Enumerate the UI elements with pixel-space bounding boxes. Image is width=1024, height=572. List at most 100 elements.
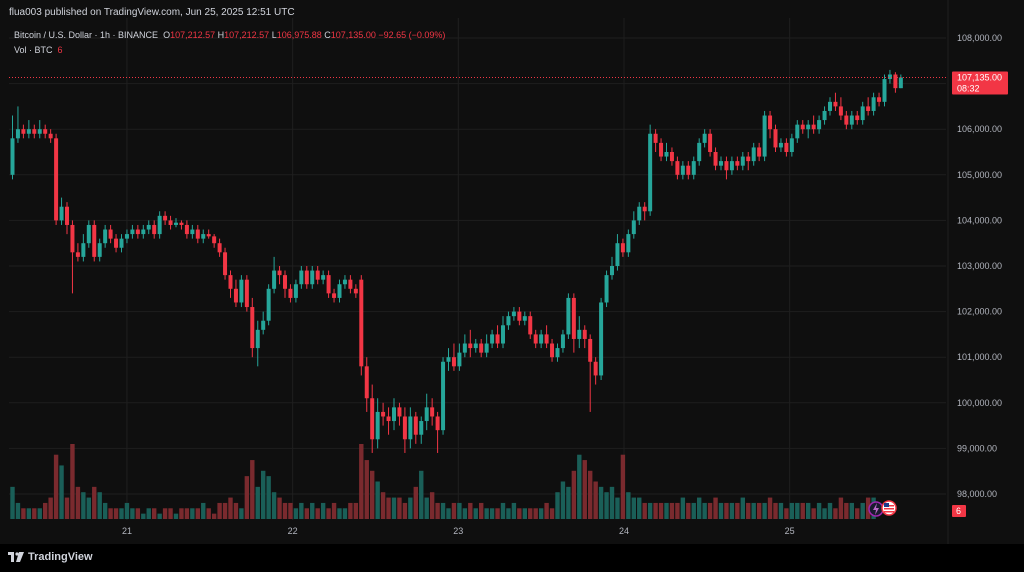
candle[interactable]	[713, 147, 718, 171]
candle[interactable]	[54, 133, 59, 225]
candle[interactable]	[315, 266, 320, 285]
candle[interactable]	[48, 129, 53, 143]
event-icons[interactable]	[868, 500, 897, 517]
candle[interactable]	[659, 138, 664, 162]
candle[interactable]	[353, 284, 358, 298]
candle[interactable]	[397, 402, 402, 426]
candle[interactable]	[168, 215, 173, 230]
candle[interactable]	[32, 124, 37, 139]
candle[interactable]	[217, 238, 222, 257]
candle[interactable]	[871, 92, 876, 116]
candle[interactable]	[789, 133, 794, 157]
candle[interactable]	[855, 110, 860, 125]
candle[interactable]	[784, 138, 789, 157]
candle[interactable]	[206, 229, 211, 239]
candle[interactable]	[195, 224, 200, 244]
candle[interactable]	[550, 338, 555, 362]
candle[interactable]	[283, 270, 287, 298]
candle[interactable]	[844, 110, 849, 130]
candle[interactable]	[653, 129, 658, 152]
candle[interactable]	[544, 325, 549, 349]
candle[interactable]	[446, 348, 451, 371]
candle[interactable]	[70, 220, 75, 294]
candle[interactable]	[255, 320, 260, 367]
candles[interactable]	[10, 69, 903, 453]
candle[interactable]	[506, 311, 511, 330]
candle[interactable]	[740, 152, 745, 171]
candle[interactable]	[768, 110, 773, 139]
candle[interactable]	[342, 275, 347, 289]
candle[interactable]	[392, 398, 396, 431]
candle[interactable]	[511, 307, 516, 321]
candle[interactable]	[86, 220, 91, 248]
candle[interactable]	[729, 156, 734, 175]
candle[interactable]	[288, 284, 293, 303]
candle[interactable]	[223, 247, 228, 280]
candle[interactable]	[686, 161, 691, 180]
candle[interactable]	[866, 97, 871, 116]
candle[interactable]	[637, 202, 642, 225]
candle[interactable]	[828, 97, 832, 116]
candle[interactable]	[59, 197, 64, 225]
candle[interactable]	[560, 329, 565, 353]
candle[interactable]	[484, 334, 489, 358]
candle[interactable]	[239, 275, 244, 308]
candle[interactable]	[615, 234, 620, 271]
candle[interactable]	[795, 120, 800, 143]
candle[interactable]	[457, 343, 462, 371]
time-axis[interactable]: 21 22 23 24 25	[122, 526, 795, 536]
candle[interactable]	[719, 156, 723, 171]
candle[interactable]	[10, 115, 15, 180]
candle[interactable]	[462, 334, 467, 358]
volume-label[interactable]: Vol · BTC	[14, 45, 53, 55]
candle[interactable]	[348, 275, 353, 294]
candle[interactable]	[571, 293, 576, 353]
candle[interactable]	[92, 220, 97, 262]
candle[interactable]	[174, 218, 178, 228]
candle[interactable]	[441, 357, 446, 435]
candle[interactable]	[577, 316, 582, 349]
candle[interactable]	[179, 220, 184, 230]
candle[interactable]	[261, 311, 266, 335]
candle[interactable]	[212, 234, 217, 248]
candlestick-chart[interactable]: 108,000.00107,000.00106,000.00105,000.00…	[0, 0, 1024, 544]
candle[interactable]	[419, 416, 424, 444]
candle[interactable]	[103, 224, 108, 248]
candle[interactable]	[604, 270, 609, 308]
candle[interactable]	[517, 307, 522, 326]
candle[interactable]	[146, 220, 151, 235]
candle[interactable]	[75, 243, 80, 262]
candle[interactable]	[163, 211, 168, 225]
candle[interactable]	[664, 142, 669, 162]
candle[interactable]	[773, 124, 778, 152]
candle[interactable]	[620, 238, 625, 257]
candle[interactable]	[21, 124, 26, 139]
candle[interactable]	[588, 334, 593, 412]
candle[interactable]	[408, 407, 413, 449]
candle[interactable]	[746, 152, 751, 171]
candle[interactable]	[157, 211, 162, 239]
candle[interactable]	[233, 279, 238, 308]
volume-legend[interactable]: Vol · BTC 6	[14, 45, 63, 55]
candle[interactable]	[479, 338, 484, 358]
candle[interactable]	[386, 407, 391, 435]
candle[interactable]	[381, 402, 386, 426]
candle[interactable]	[724, 156, 729, 180]
candle[interactable]	[108, 224, 113, 244]
candle[interactable]	[860, 101, 865, 125]
candle[interactable]	[522, 311, 527, 326]
candle[interactable]	[751, 142, 756, 166]
candle[interactable]	[490, 329, 495, 349]
candle[interactable]	[822, 106, 827, 125]
candle[interactable]	[310, 266, 315, 289]
candle[interactable]	[697, 138, 702, 166]
candle[interactable]	[898, 74, 903, 89]
candle[interactable]	[762, 110, 767, 162]
candle[interactable]	[119, 234, 124, 253]
candle[interactable]	[626, 229, 631, 257]
candle[interactable]	[708, 129, 713, 157]
candle[interactable]	[65, 202, 69, 235]
candle[interactable]	[555, 343, 560, 362]
candle[interactable]	[43, 124, 48, 139]
candle[interactable]	[244, 275, 249, 312]
